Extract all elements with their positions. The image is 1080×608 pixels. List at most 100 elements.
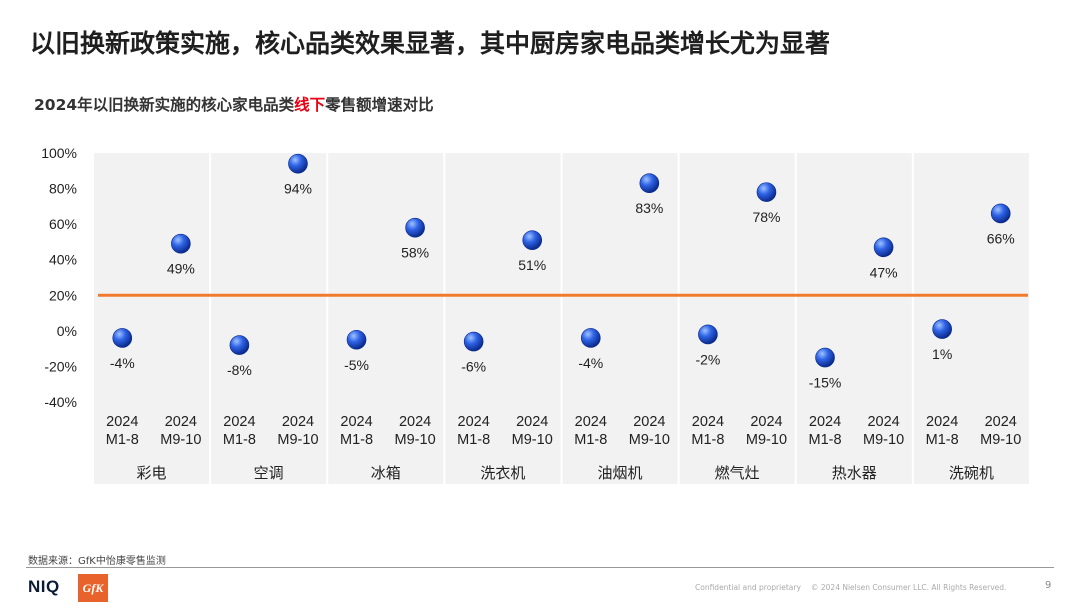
subtitle-suffix: 零售额增速对比 — [325, 96, 434, 114]
period-year-label: 2024 — [692, 414, 724, 430]
period-year-label: 2024 — [926, 414, 958, 430]
data-point — [171, 233, 191, 254]
period-months-label: M9-10 — [512, 432, 553, 448]
page-number: 9 — [1045, 580, 1052, 591]
period-months-label: M1-8 — [223, 432, 256, 448]
data-label: 1% — [932, 346, 952, 362]
period-year-label: 2024 — [750, 414, 782, 430]
data-label: -5% — [344, 357, 369, 373]
data-point — [815, 347, 835, 368]
period-months-label: M1-8 — [106, 432, 139, 448]
period-months-label: M1-8 — [926, 432, 959, 448]
niq-logo: NIQ — [28, 577, 60, 596]
data-point — [639, 173, 660, 194]
period-months-label: M9-10 — [277, 432, 318, 448]
data-point — [112, 328, 133, 348]
data-point — [698, 324, 718, 345]
y-tick-label: 20% — [49, 287, 77, 303]
period-months-label: M9-10 — [980, 432, 1021, 448]
period-months-label: M9-10 — [160, 432, 201, 448]
chart-subtitle: 2024年以旧换新实施的核心家电品类线下零售额增速对比 — [34, 93, 434, 115]
data-point — [463, 331, 484, 352]
data-point — [288, 153, 308, 174]
data-label: 66% — [987, 230, 1015, 246]
period-year-label: 2024 — [985, 414, 1017, 430]
data-label: 78% — [752, 209, 780, 225]
period-year-label: 2024 — [633, 414, 665, 430]
category-panel — [679, 153, 795, 484]
category-label: 热水器 — [832, 464, 877, 482]
data-point — [990, 203, 1011, 224]
period-year-label: 2024 — [399, 414, 431, 430]
period-months-label: M9-10 — [629, 432, 670, 448]
data-point — [346, 329, 367, 350]
period-year-label: 2024 — [340, 414, 372, 430]
period-months-label: M1-8 — [691, 432, 724, 448]
data-label: -4% — [578, 355, 603, 371]
data-label: -2% — [695, 351, 720, 367]
footer-divider — [26, 567, 1054, 568]
y-tick-label: 40% — [49, 252, 77, 268]
category-label: 彩电 — [137, 464, 167, 482]
period-months-label: M9-10 — [863, 432, 904, 448]
y-tick-label: 0% — [57, 323, 77, 339]
copyright-note: © 2024 Nielsen Consumer LLC. All Rights … — [811, 583, 1007, 592]
period-months-label: M1-8 — [574, 432, 607, 448]
period-year-label: 2024 — [223, 414, 255, 430]
period-months-label: M1-8 — [340, 432, 373, 448]
category-label: 冰箱 — [371, 464, 401, 482]
period-months-label: M9-10 — [395, 432, 436, 448]
data-point — [405, 217, 425, 238]
period-year-label: 2024 — [516, 414, 548, 430]
y-tick-label: -40% — [44, 394, 77, 410]
period-year-label: 2024 — [575, 414, 607, 430]
period-year-label: 2024 — [809, 414, 841, 430]
period-months-label: M1-8 — [809, 432, 842, 448]
y-tick-label: 80% — [49, 181, 77, 197]
data-point — [756, 182, 777, 202]
category-panel — [562, 153, 678, 484]
confidential-note: Confidential and proprietary — [695, 583, 801, 592]
data-label: 94% — [284, 181, 312, 197]
y-tick-label: 60% — [49, 216, 77, 232]
category-panel — [211, 153, 327, 484]
category-label: 燃气灶 — [715, 464, 760, 482]
period-year-label: 2024 — [282, 414, 314, 430]
data-label: -4% — [110, 355, 135, 371]
category-label: 洗衣机 — [480, 464, 525, 482]
data-label: -15% — [809, 375, 842, 391]
period-year-label: 2024 — [165, 414, 197, 430]
category-label: 空调 — [254, 464, 284, 482]
category-label: 油烟机 — [598, 464, 643, 482]
data-label: 58% — [401, 245, 429, 261]
category-panel — [94, 153, 210, 484]
period-months-label: M9-10 — [746, 432, 787, 448]
period-year-label: 2024 — [106, 414, 138, 430]
page-title: 以旧换新政策实施，核心品类效果显著，其中厨房家电品类增长尤为显著 — [30, 29, 831, 58]
subtitle-prefix: 2024年以旧换新实施的核心家电品类 — [34, 96, 295, 114]
data-label: 83% — [635, 200, 663, 216]
data-label: 47% — [870, 264, 898, 280]
subtitle-highlight: 线下 — [294, 96, 326, 114]
data-source: 数据来源：GfK中怡康零售监测 — [28, 556, 166, 567]
data-label: -8% — [227, 362, 252, 378]
data-label: 51% — [518, 257, 546, 273]
category-panel — [445, 153, 561, 484]
data-point — [873, 237, 894, 258]
data-point — [229, 335, 250, 355]
data-label: -6% — [461, 359, 486, 375]
period-year-label: 2024 — [867, 414, 899, 430]
category-panel — [328, 153, 444, 484]
data-label: 49% — [167, 261, 195, 277]
data-point — [932, 319, 952, 339]
gfk-logo: GfK — [78, 574, 108, 602]
y-tick-label: -20% — [44, 358, 77, 374]
period-year-label: 2024 — [458, 414, 490, 430]
category-panel — [796, 153, 912, 484]
category-label: 洗碗机 — [949, 464, 994, 482]
data-point — [580, 328, 601, 348]
period-months-label: M1-8 — [457, 432, 490, 448]
category-panel — [913, 153, 1029, 484]
data-point — [522, 230, 543, 250]
y-tick-label: 100% — [41, 145, 77, 161]
